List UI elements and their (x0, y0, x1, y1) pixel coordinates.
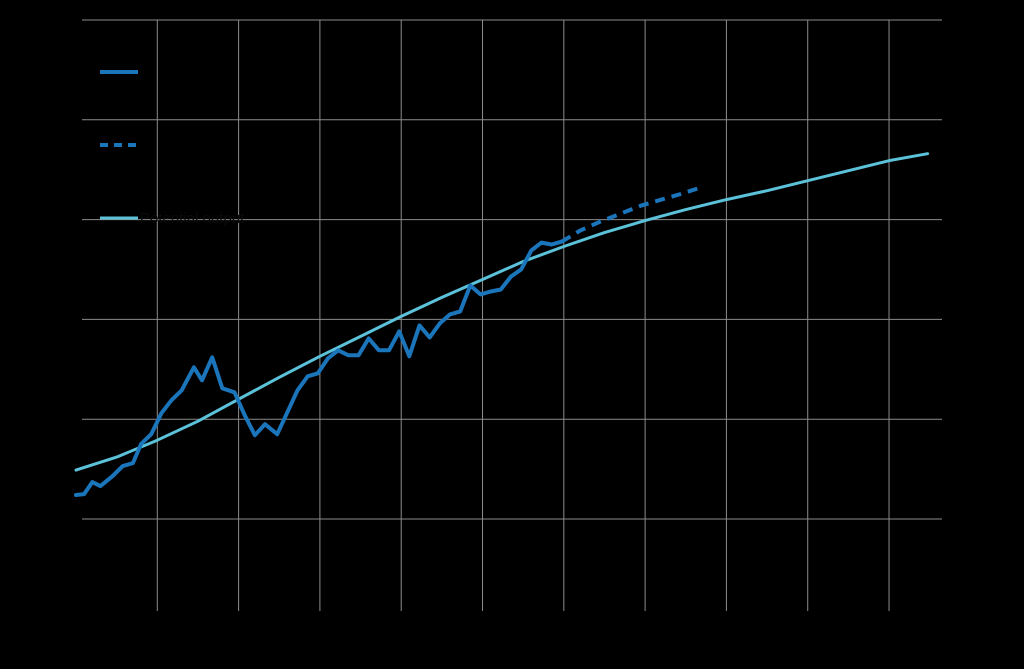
series-line-projected (560, 185, 701, 244)
legend: Potential output (100, 70, 245, 227)
series-line-trend (74, 152, 930, 472)
series-line-actual (74, 239, 564, 497)
grid (82, 19, 942, 611)
legend-label-trend: Potential output (140, 210, 245, 227)
series-layer (74, 152, 930, 497)
